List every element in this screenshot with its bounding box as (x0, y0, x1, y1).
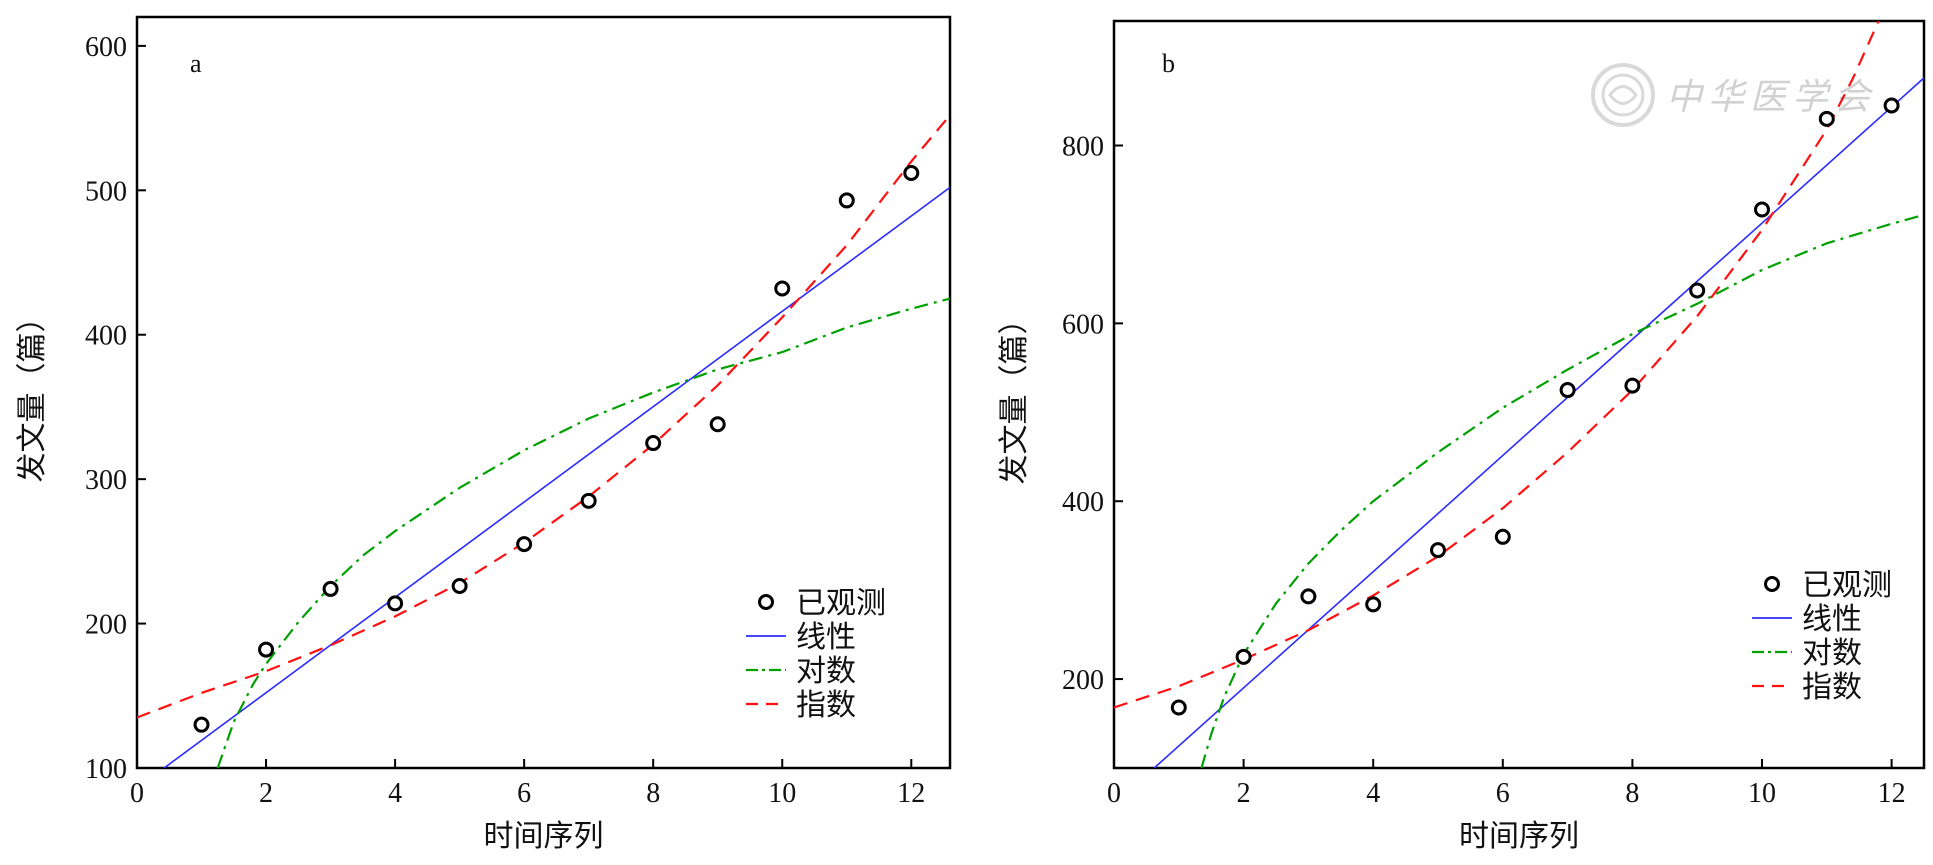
x-tick-label: 8 (1625, 778, 1639, 809)
y-tick-label: 100 (85, 754, 127, 785)
observed-point (709, 416, 726, 433)
observed-point (580, 492, 597, 509)
x-tick-label: 2 (259, 778, 273, 809)
legend-label: 指数 (796, 689, 856, 722)
chart-panel-a: 0 2 4 6 8 10 12 100 200 300 400 500 600 时间序列 发文量（篇） a 已观… (16, 15, 952, 853)
observed-point (1494, 528, 1511, 545)
observed-point (387, 595, 404, 612)
observed-point (1170, 699, 1187, 716)
observed-point (193, 716, 210, 733)
observed-point (516, 536, 533, 553)
x-tick-label: 8 (646, 778, 660, 809)
x-tick-label: 12 (897, 778, 925, 809)
x-tick-label: 10 (1748, 778, 1776, 809)
watermark-seal: 中华医学会 (1588, 60, 1888, 130)
y-tick-label: 500 (85, 176, 127, 207)
panel-letter: a (190, 49, 202, 78)
observed-point (774, 280, 791, 297)
linear-fit-line (1153, 77, 1924, 768)
y-tick-label: 400 (1062, 487, 1104, 518)
legend-label: 线性 (1802, 603, 1862, 636)
log-fit-line (216, 297, 950, 768)
plot-frame (135, 15, 952, 770)
x-tick-label: 0 (1107, 778, 1121, 809)
x-tick-label: 4 (388, 778, 402, 809)
legend-label: 线性 (796, 621, 856, 654)
y-tick-label: 300 (85, 465, 127, 496)
observed-point (258, 641, 275, 658)
observed-point (1689, 282, 1706, 299)
x-axis-title: 时间序列 (484, 820, 604, 853)
legend-label: 对数 (796, 655, 856, 688)
y-axis-title: 发文量（篇） (998, 305, 1031, 485)
observed-point (451, 578, 468, 595)
observed-point (1300, 588, 1317, 605)
y-tick-label: 400 (85, 321, 127, 352)
y-tick-label: 600 (85, 32, 127, 63)
y-tick-label: 600 (1062, 309, 1104, 340)
x-tick-label: 6 (517, 778, 531, 809)
legend-observed-marker (758, 594, 774, 610)
plot-frame (1112, 19, 1926, 770)
x-tick-label: 12 (1878, 778, 1906, 809)
x-tick-label: 2 (1237, 778, 1251, 809)
observed-point (1883, 97, 1900, 114)
observed-point (1754, 201, 1770, 218)
x-tick-label: 0 (130, 778, 144, 809)
legend-label: 指数 (1802, 671, 1862, 704)
x-tick-label: 4 (1366, 778, 1380, 809)
x-tick-label: 10 (768, 778, 796, 809)
legend-label: 对数 (1802, 637, 1862, 670)
y-tick-label: 200 (1062, 665, 1104, 696)
y-tick-label: 800 (1062, 132, 1104, 163)
observed-point (1430, 542, 1446, 559)
observed-point (1624, 377, 1641, 394)
legend-label: 已观测 (1802, 569, 1892, 602)
y-axis-title: 发文量（篇） (16, 303, 49, 483)
x-tick-label: 6 (1496, 778, 1510, 809)
legend-observed-marker (1764, 576, 1780, 592)
observed-point (838, 192, 855, 209)
watermark-text: 中华医学会 (1666, 77, 1877, 118)
observed-point (903, 164, 920, 181)
observed-point (645, 435, 662, 452)
seal-icon (1591, 63, 1655, 127)
y-tick-label: 200 (85, 610, 127, 641)
observed-point (1365, 596, 1382, 613)
observed-point (1559, 382, 1576, 399)
exponential-fit-line (1114, 21, 1880, 709)
observed-point (322, 580, 339, 597)
observed-point (1235, 648, 1252, 665)
linear-fit-line (163, 186, 950, 768)
observed-point (1818, 110, 1835, 127)
legend-label: 已观测 (796, 587, 886, 620)
panel-letter: b (1162, 49, 1175, 78)
x-axis-title: 时间序列 (1459, 820, 1579, 853)
chart-panel-b: 0 2 4 6 8 10 12 200 400 600 800 时间序列 发文量（篇） b 已观测线性对数指… (998, 19, 1926, 853)
exponential-fit-line (137, 114, 950, 719)
